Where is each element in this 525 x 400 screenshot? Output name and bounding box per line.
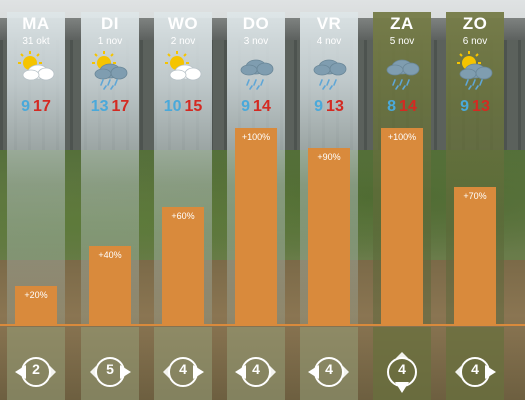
temperature-range: 9 17 bbox=[7, 98, 65, 116]
day-name: ZO bbox=[462, 14, 488, 33]
day-name: DO bbox=[242, 14, 270, 33]
wind-panel bbox=[446, 327, 504, 400]
day-date: 31 okt bbox=[22, 36, 50, 47]
day-date: 3 nov bbox=[243, 36, 269, 47]
min-temp: 13 bbox=[90, 98, 109, 115]
min-temp: 9 bbox=[241, 98, 251, 115]
day-column[interactable]: MA 31 okt 9 17 +20% 2 bbox=[7, 12, 65, 400]
wind-force: 2 bbox=[32, 361, 40, 377]
sun-cloud-icon bbox=[16, 50, 56, 90]
sun-cloud-rain-icon bbox=[455, 50, 495, 90]
sun-cloud-icon bbox=[163, 50, 203, 90]
min-temp: 9 bbox=[460, 98, 470, 115]
wind-indicator: 5 bbox=[81, 348, 139, 400]
wind-panel bbox=[81, 327, 139, 400]
day-date: 5 nov bbox=[389, 36, 415, 47]
precip-label: +90% bbox=[317, 152, 341, 162]
day-name: ZA bbox=[390, 14, 414, 33]
max-temp: 14 bbox=[399, 98, 417, 115]
precip-baseline bbox=[0, 324, 525, 326]
day-date: 1 nov bbox=[97, 36, 123, 47]
day-column[interactable]: DO 3 nov 9 14 +100% 4 bbox=[227, 12, 285, 400]
min-temp: 9 bbox=[21, 98, 31, 115]
wind-force: 4 bbox=[252, 361, 260, 377]
wind-indicator: 4 bbox=[154, 348, 212, 400]
precip-bar: +90% bbox=[308, 148, 350, 325]
day-date: 6 nov bbox=[462, 36, 488, 47]
temperature-range: 9 13 bbox=[446, 98, 504, 116]
cloud-rain-icon bbox=[309, 50, 349, 90]
temperature-range: 8 14 bbox=[373, 98, 431, 116]
max-temp: 15 bbox=[184, 98, 203, 115]
day-column[interactable]: VR 4 nov 9 13 +90% 4 bbox=[300, 12, 358, 400]
day-name: VR bbox=[316, 14, 342, 33]
day-name: WO bbox=[167, 14, 199, 33]
wind-force: 4 bbox=[471, 361, 479, 377]
day-column[interactable]: ZA 5 nov 8 14 +100% 4 bbox=[373, 12, 431, 400]
wind-indicator: 2 bbox=[7, 348, 65, 400]
precip-bar: +20% bbox=[15, 286, 57, 325]
day-name: MA bbox=[22, 14, 50, 33]
day-column[interactable]: WO 2 nov 10 15 +60% 4 bbox=[154, 12, 212, 400]
precip-label: +40% bbox=[98, 250, 122, 260]
min-temp: 9 bbox=[314, 98, 324, 115]
day-name: DI bbox=[101, 14, 119, 33]
temperature-range: 13 17 bbox=[81, 98, 139, 116]
day-date: 2 nov bbox=[170, 36, 196, 47]
wind-panel bbox=[300, 327, 358, 400]
temperature-range: 9 13 bbox=[300, 98, 358, 116]
min-temp: 10 bbox=[163, 98, 182, 115]
min-temp: 8 bbox=[387, 98, 397, 115]
precip-bar: +70% bbox=[454, 187, 496, 325]
wind-panel bbox=[227, 327, 285, 400]
max-temp: 14 bbox=[253, 98, 271, 115]
precip-bar: +100% bbox=[381, 128, 423, 325]
max-temp: 17 bbox=[33, 98, 51, 115]
day-date: 4 nov bbox=[316, 36, 342, 47]
wind-force: 4 bbox=[398, 361, 406, 377]
precip-label: +70% bbox=[463, 191, 487, 201]
precip-bar: +100% bbox=[235, 128, 277, 325]
max-temp: 13 bbox=[472, 98, 490, 115]
wind-panel bbox=[154, 327, 212, 400]
max-temp: 17 bbox=[111, 98, 130, 115]
precip-bar: +40% bbox=[89, 246, 131, 325]
day-column[interactable]: ZO 6 nov 9 13 +70% 4 bbox=[446, 12, 504, 400]
cloud-rain-icon bbox=[382, 50, 422, 90]
precip-label: +60% bbox=[171, 211, 195, 221]
precip-label: +100% bbox=[387, 132, 417, 142]
day-column[interactable]: DI 1 nov 13 17 +40% 5 bbox=[81, 12, 139, 400]
wind-force: 4 bbox=[325, 361, 333, 377]
precip-bar: +60% bbox=[162, 207, 204, 325]
wind-indicator: 4 bbox=[300, 348, 358, 400]
precip-label: +20% bbox=[24, 290, 48, 300]
sun-cloud-rain-icon bbox=[90, 50, 130, 90]
wind-indicator: 4 bbox=[227, 348, 285, 400]
wind-indicator: 4 bbox=[373, 348, 431, 400]
cloud-rain-icon bbox=[236, 50, 276, 90]
max-temp: 13 bbox=[326, 98, 344, 115]
temperature-range: 10 15 bbox=[154, 98, 212, 116]
wind-force: 5 bbox=[106, 361, 114, 377]
wind-indicator: 4 bbox=[446, 348, 504, 400]
wind-panel bbox=[7, 327, 65, 400]
wind-force: 4 bbox=[179, 361, 187, 377]
precip-label: +100% bbox=[241, 132, 271, 142]
temperature-range: 9 14 bbox=[227, 98, 285, 116]
